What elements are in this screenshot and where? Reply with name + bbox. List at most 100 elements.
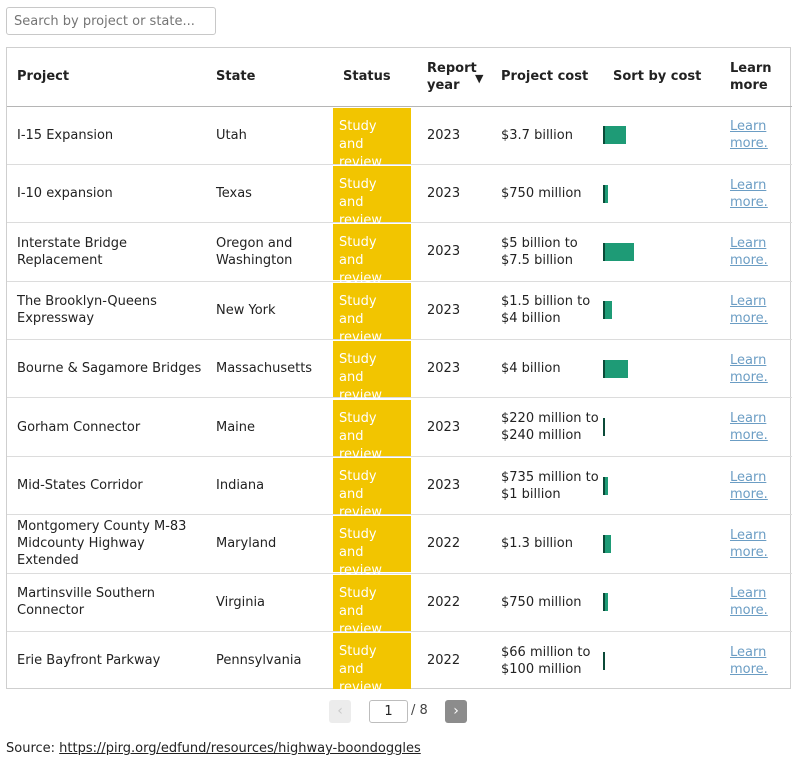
status-cell: Study and review — [333, 632, 417, 695]
page-number-input[interactable] — [369, 700, 408, 723]
state-cell: Virginia — [206, 573, 333, 633]
learn-more-link[interactable]: Learn more. — [730, 294, 768, 327]
cost-bar — [603, 126, 626, 145]
state-cell: Maryland — [206, 514, 333, 574]
project-cell: Mid-States Corridor — [7, 456, 206, 516]
year-cell: 2022 — [427, 653, 461, 669]
sort-desc-icon: ▼ — [475, 72, 484, 85]
header-state[interactable]: State — [206, 48, 333, 107]
table-row: I-15 Expansion Utah Study and review 2023 $3… — [7, 106, 792, 170]
year-cell: 2023 — [417, 456, 491, 516]
learn-more-cell: Learn more. — [720, 573, 792, 633]
learn-more-cell: Learn more. — [720, 106, 792, 165]
prev-page-button[interactable]: ‹ — [329, 700, 351, 723]
status-badge: Study and review — [333, 458, 411, 520]
status-cell: Study and review — [333, 573, 417, 637]
cost-bar-cell — [603, 339, 720, 399]
project-cell: Erie Bayfront Parkway — [17, 653, 161, 669]
learn-more-link[interactable]: Learn more. — [730, 644, 768, 677]
status-cell: Study and review — [333, 164, 417, 228]
state-cell: Utah — [206, 106, 333, 165]
status-badge: Study and review — [333, 516, 411, 578]
cost-cell: $1.3 billion — [491, 514, 603, 574]
projects-table: Project State Status Report year ▼ Proje… — [6, 47, 792, 695]
year-cell: 2022 — [417, 514, 491, 574]
header-project-cost[interactable]: Project cost — [491, 48, 603, 107]
cost-bar-cell — [603, 397, 720, 457]
learn-more-cell: Learn more. — [720, 632, 792, 690]
cost-cell: $66 million to $100 million — [501, 644, 591, 677]
status-badge: Study and review — [333, 399, 411, 462]
next-page-button[interactable]: › — [445, 700, 467, 723]
year-cell: 2022 — [417, 573, 491, 633]
learn-more-cell: Learn more. — [720, 222, 792, 282]
learn-more-link[interactable]: Learn more. — [730, 586, 768, 619]
header-report-year-label: Report year — [427, 60, 477, 93]
year-cell: 2023 — [417, 222, 491, 282]
status-badge: Study and review — [333, 282, 411, 345]
learn-more-link[interactable]: Learn more. — [730, 352, 768, 385]
table-row: Bourne & Sagamore Bridges Massachusetts St… — [7, 339, 792, 403]
learn-more-link[interactable]: Learn more. — [730, 177, 768, 210]
status-badge: Study and review — [333, 341, 411, 403]
cost-bar — [603, 359, 628, 378]
cost-cell: $4 billion — [491, 339, 603, 399]
learn-more-link[interactable]: Learn more. — [730, 119, 768, 152]
cost-cell: $3.7 billion — [491, 106, 603, 165]
learn-more-link[interactable]: Learn more. — [730, 469, 768, 502]
cost-bar-cell — [603, 514, 720, 574]
project-cell: Martinsville Southern Connector — [7, 573, 206, 633]
learn-more-link[interactable]: Learn more. — [730, 235, 768, 268]
status-cell: Study and review — [333, 339, 417, 403]
state-cell: Texas — [206, 164, 333, 224]
cost-bar — [603, 418, 605, 437]
header-project[interactable]: Project — [7, 48, 206, 107]
cost-bar-cell — [603, 281, 720, 341]
year-cell: 2023 — [417, 397, 491, 457]
cost-bar-cell — [603, 456, 720, 516]
header-learn-more[interactable]: Learn more — [720, 48, 792, 107]
state-cell: New York — [206, 281, 333, 341]
cost-bar — [603, 476, 608, 495]
state-cell: Maine — [206, 397, 333, 457]
cost-cell: $735 million to $1 billion — [491, 456, 603, 516]
status-badge: Study and review — [333, 574, 411, 637]
learn-more-link[interactable]: Learn more. — [730, 527, 768, 560]
table-row: Montgomery County M-83 Midcounty Highway… — [7, 514, 792, 578]
table-row: Erie Bayfront Parkway Pennsylvania Study a… — [7, 632, 792, 695]
header-report-year[interactable]: Report year ▼ — [417, 48, 491, 107]
source-link[interactable]: https://pirg.org/edfund/resources/highwa… — [59, 741, 421, 756]
cost-bar-cell — [603, 106, 720, 165]
learn-more-cell: Learn more. — [720, 164, 792, 224]
header-status[interactable]: Status — [333, 48, 417, 107]
status-cell: Study and review — [333, 514, 417, 578]
status-badge: Study and review — [333, 224, 411, 286]
table-row: Gorham Connector Maine Study and review 202… — [7, 397, 792, 462]
table-row: The Brooklyn-Queens Expressway New York St… — [7, 281, 792, 345]
status-badge: Study and review — [333, 107, 411, 170]
table-header-row: Project State Status Report year ▼ Proje… — [7, 48, 792, 107]
learn-more-cell: Learn more. — [720, 456, 792, 516]
source-label: Source: — [6, 741, 56, 756]
table-row: I-10 expansion Texas Study and review 2023 $… — [7, 164, 792, 228]
learn-more-link[interactable]: Learn more. — [730, 411, 768, 444]
learn-more-cell: Learn more. — [720, 397, 792, 457]
table-row: Interstate Bridge Replacement Oregon and … — [7, 222, 792, 286]
status-cell: Study and review — [333, 106, 417, 170]
year-cell: 2023 — [417, 281, 491, 341]
cost-bar-cell — [603, 632, 720, 690]
pagination: ‹ / 8 › — [0, 700, 796, 724]
year-cell: 2023 — [417, 164, 491, 224]
project-cell: Gorham Connector — [7, 397, 206, 457]
status-cell: Study and review — [333, 281, 417, 345]
header-sort-by-cost[interactable]: Sort by cost — [603, 48, 720, 107]
year-cell: 2023 — [417, 339, 491, 399]
project-cell: Montgomery County M-83 Midcounty Highway… — [7, 514, 206, 574]
status-badge: Study and review — [333, 166, 411, 228]
cost-cell: $1.5 billion to $4 billion — [491, 281, 603, 341]
cost-cell: $750 million — [491, 573, 603, 633]
search-input[interactable] — [6, 7, 216, 35]
source-note: Source: https://pirg.org/edfund/resource… — [6, 741, 421, 756]
state-cell: Pennsylvania — [216, 653, 302, 669]
cost-bar-cell — [603, 164, 720, 224]
